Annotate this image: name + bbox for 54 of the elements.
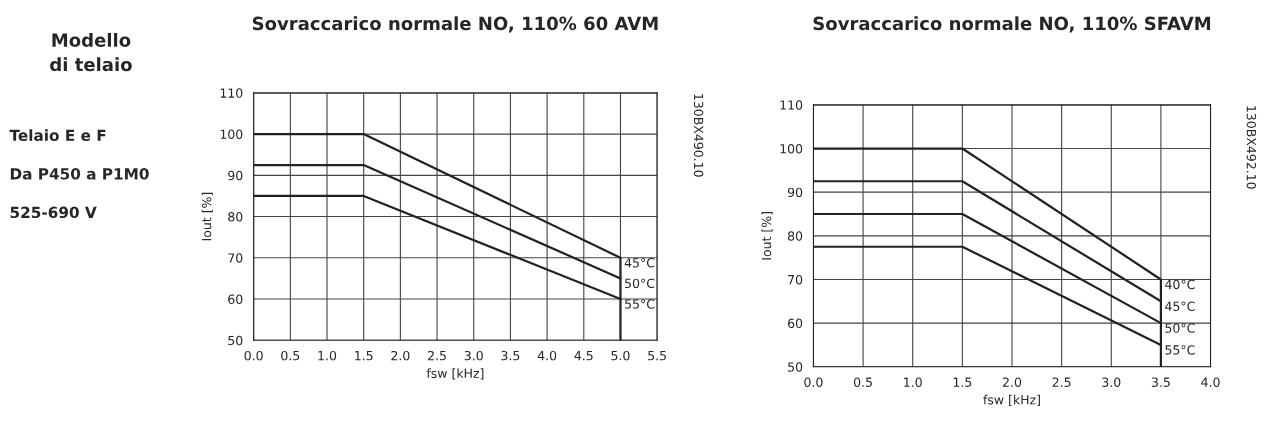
- x-tick-label: 3.5: [501, 350, 520, 361]
- y-tick-label: 80: [787, 231, 803, 241]
- y-tick-label: 90: [228, 170, 243, 181]
- y-tick-label: 50: [788, 362, 803, 372]
- x-tick-label: 4.5: [574, 351, 593, 361]
- x-tick-label: 0.0: [804, 377, 823, 387]
- series-label: 45°C: [1165, 301, 1195, 311]
- text: Da P450 a P1M0: [10, 168, 149, 180]
- chart-title: Sovraccarico normale NO, 110% 60 AVM: [252, 16, 658, 33]
- y-tick-label: 110: [220, 88, 243, 98]
- text: 525-690 V: [10, 206, 97, 219]
- text: Modello di telaio: [50, 32, 132, 72]
- x-tick-label: 1.5: [953, 377, 972, 387]
- x-tick-label: 2.0: [391, 350, 410, 361]
- y-tick-label: 90: [787, 187, 803, 198]
- y-tick-label: 100: [780, 143, 803, 154]
- chart-title: Sovraccarico normale NO, 110% SFAVM: [813, 16, 1211, 33]
- x-tick-label: 2.5: [1052, 377, 1071, 387]
- x-tick-label: 3.0: [464, 350, 483, 361]
- x-tick-label: 2.5: [428, 350, 446, 361]
- series-label: 55°C: [1165, 345, 1195, 355]
- y-tick-label: 70: [228, 253, 243, 263]
- y-tick-label: 100: [220, 129, 243, 140]
- text: 130BX490.10: [693, 94, 704, 177]
- x-tick-label: 4.0: [1201, 377, 1220, 387]
- y-tick-label: 60: [787, 318, 803, 329]
- y-axis-title: Iout [%]: [201, 192, 213, 241]
- y-tick-label: 70: [788, 274, 803, 285]
- series-label: 40°C: [1165, 279, 1195, 290]
- x-tick-label: 1.5: [355, 351, 373, 361]
- series-label: 45°C: [624, 258, 655, 268]
- y-axis-title: Iout [%]: [761, 212, 773, 260]
- x-tick-label: 0.5: [853, 377, 872, 387]
- x-tick-label: 5.0: [611, 350, 630, 361]
- x-tick-label: 1.0: [318, 350, 337, 361]
- x-tick-label: 3.0: [1102, 377, 1121, 387]
- x-tick-label: 4.0: [537, 350, 557, 361]
- x-tick-label: 3.5: [1151, 377, 1170, 387]
- x-axis-title: fsw [kHz]: [983, 394, 1040, 407]
- y-tick-label: 60: [228, 294, 243, 304]
- series-label: 50°C: [1165, 323, 1195, 333]
- text: 130BX492.10: [1246, 106, 1257, 189]
- x-tick-label: 5.5: [648, 351, 666, 361]
- x-tick-label: 2.0: [1002, 377, 1022, 387]
- x-tick-label: 0.5: [281, 350, 300, 361]
- x-tick-label: 1.0: [904, 377, 922, 387]
- x-axis-title: fsw [kHz]: [426, 368, 484, 380]
- y-tick-label: 80: [228, 212, 243, 222]
- x-tick-label: 0.0: [244, 350, 263, 361]
- y-tick-label: 110: [780, 100, 803, 110]
- y-tick-label: 50: [228, 335, 243, 346]
- text: Telaio E e F: [9, 129, 106, 142]
- series-label: 55°C: [625, 299, 655, 309]
- series-label: 50°C: [625, 278, 655, 289]
